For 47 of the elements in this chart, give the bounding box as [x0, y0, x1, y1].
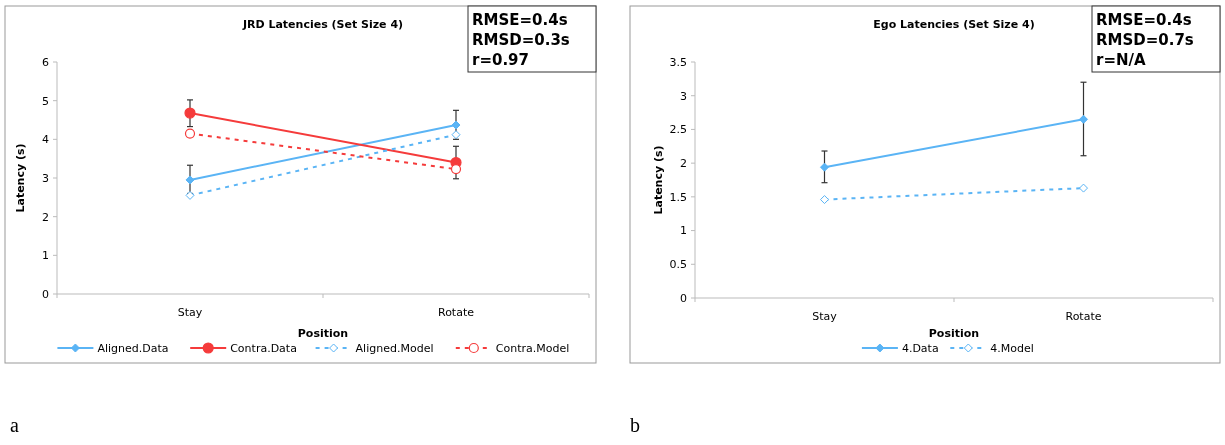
x-tick-label: Rotate	[1065, 310, 1102, 323]
y-tick-label: 1.5	[669, 190, 687, 204]
point	[185, 175, 195, 185]
point	[1079, 183, 1088, 193]
y-tick-label: 2	[42, 210, 49, 224]
x-axis-title: Position	[928, 327, 980, 340]
y-tick-label: 0.5	[669, 258, 687, 272]
legend-label: Aligned.Data	[97, 342, 169, 355]
chart-title: JRD Latencies (Set Size 4)	[241, 18, 404, 31]
y-tick-label: 1	[42, 249, 49, 263]
legend-label: 4.Model	[990, 342, 1034, 355]
y-tick-label: 3	[42, 171, 49, 185]
legend-label: Contra.Data	[230, 342, 297, 355]
y-tick-label: 3	[680, 89, 687, 103]
text: RMSD=0.3s	[472, 31, 570, 49]
legend-label: Aligned.Model	[355, 342, 434, 355]
text: RMSE=0.4s	[472, 11, 568, 29]
legend-label: Contra.Model	[495, 342, 570, 355]
point	[1079, 114, 1088, 124]
y-tick-label: 5	[42, 94, 49, 108]
text: a	[10, 414, 19, 436]
y-tick-label: 2.5	[669, 123, 687, 137]
y-tick-label: 2	[680, 156, 687, 170]
y-tick-label: 6	[42, 55, 49, 69]
text: RMSE=0.4s	[1096, 11, 1192, 29]
x-tick-label: Stay	[812, 310, 838, 323]
y-tick-label: 4	[42, 133, 49, 147]
y-tick-label: 0	[42, 287, 49, 301]
text: RMSD=0.7s	[1096, 31, 1194, 49]
point	[451, 120, 461, 130]
point	[184, 107, 196, 119]
point	[820, 195, 829, 205]
point	[450, 164, 462, 175]
y-tick-label: 3.5	[669, 55, 687, 69]
annotation: r=0.97	[472, 51, 529, 69]
y-axis-title: Latency (s)	[652, 145, 665, 215]
y-axis-title: Latency (s)	[14, 143, 27, 213]
text: b	[630, 414, 640, 436]
x-tick-label: Rotate	[437, 306, 475, 319]
legend-label: 4.Data	[901, 342, 939, 355]
x-tick-label: Stay	[177, 306, 203, 319]
chart-title: Ego Latencies (Set Size 4)	[873, 18, 1035, 31]
y-tick-label: 0	[680, 291, 687, 305]
annotation: r=N/A	[1096, 51, 1146, 69]
y-tick-label: 1	[680, 224, 687, 238]
x-axis-title: Position	[297, 327, 349, 340]
point	[820, 162, 829, 172]
